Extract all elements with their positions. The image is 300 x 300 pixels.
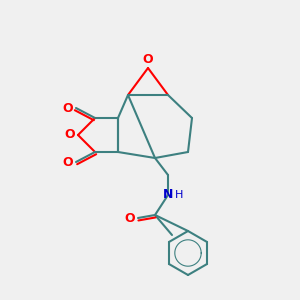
Text: H: H <box>175 190 183 200</box>
Text: O: O <box>62 101 73 115</box>
Text: O: O <box>64 128 75 142</box>
Text: O: O <box>143 53 153 66</box>
Text: O: O <box>124 212 135 224</box>
Text: N: N <box>163 188 173 202</box>
Text: O: O <box>62 155 73 169</box>
